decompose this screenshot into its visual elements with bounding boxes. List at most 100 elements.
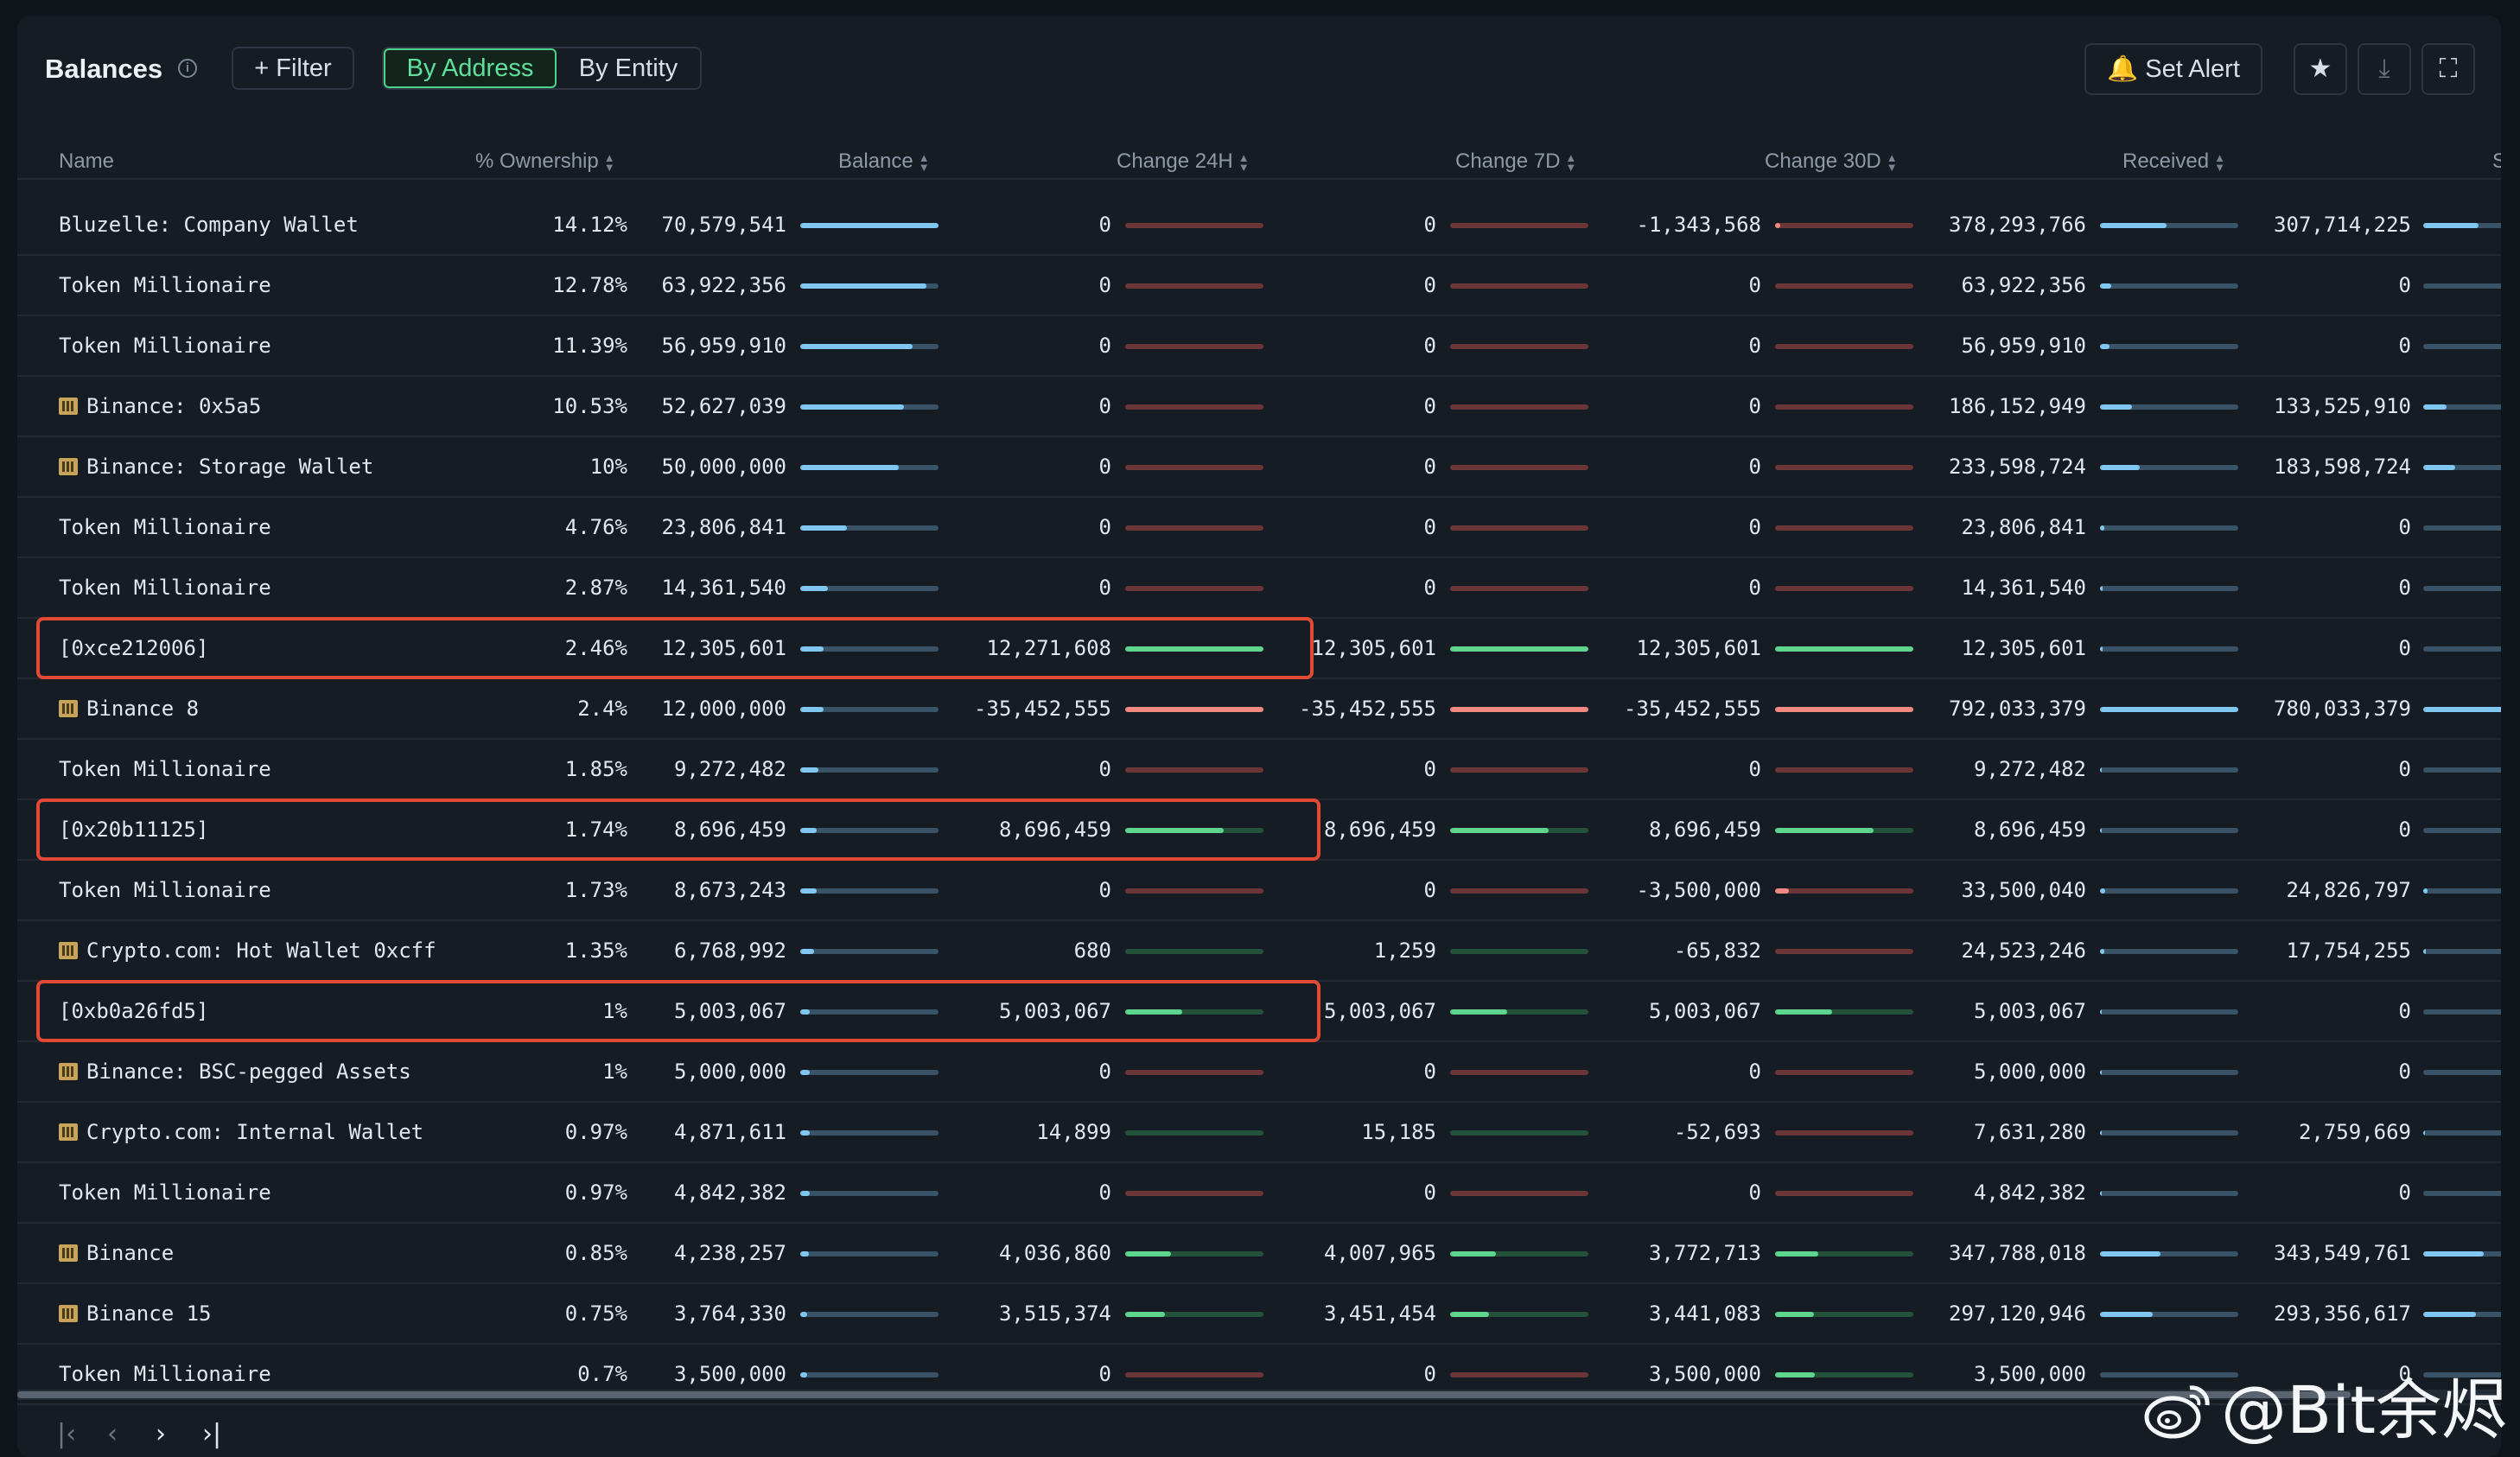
change-30d-value: 8,696,459 bbox=[1648, 818, 1761, 842]
col-sent[interactable]: S bbox=[2492, 131, 2501, 192]
balance-bar-fill bbox=[800, 1251, 809, 1257]
scrollbar-thumb[interactable] bbox=[17, 1391, 2351, 1398]
table-row[interactable]: Bluzelle: Company Wallet 14.12% 70,579,541… bbox=[17, 195, 2501, 256]
table-row[interactable]: Crypto.com: Hot Wallet 0xcff 1.35% 6,768,9… bbox=[17, 921, 2501, 982]
table-row[interactable]: Binance: 0x5a5 10.53% 52,627,039 0 0 0 186,152… bbox=[17, 377, 2501, 437]
row-name[interactable]: Binance 8 bbox=[59, 679, 199, 738]
table-row[interactable]: Binance: BSC-pegged Assets 1% 5,000,000 0 0 0… bbox=[17, 1042, 2501, 1103]
row-name[interactable]: Token Millionaire bbox=[59, 740, 271, 798]
row-name[interactable]: Bluzelle: Company Wallet bbox=[59, 195, 359, 254]
table-row[interactable]: Binance: Storage Wallet 10% 50,000,000 0 0 0 2… bbox=[17, 437, 2501, 498]
change-7d-bar bbox=[1450, 767, 1588, 773]
table-row[interactable]: Token Millionaire 12.78% 63,922,356 0 0 0 63,9… bbox=[17, 256, 2501, 316]
row-name[interactable]: Token Millionaire bbox=[59, 1345, 271, 1403]
col-balance[interactable]: Balance ▲ ▼ bbox=[838, 131, 930, 192]
next-page-icon[interactable]: › bbox=[156, 1419, 166, 1449]
change-30d-value: 0 bbox=[1748, 334, 1761, 358]
sent-bar bbox=[2423, 404, 2501, 410]
set-alert-button[interactable]: 🔔 Set Alert bbox=[2084, 43, 2262, 95]
exchange-building-icon bbox=[59, 942, 78, 959]
change-30d-bar bbox=[1775, 525, 1913, 531]
table-row[interactable]: Token Millionaire 1.85% 9,272,482 0 0 0 9,272,… bbox=[17, 740, 2501, 800]
received-value: 3,500,000 bbox=[1973, 1362, 2086, 1386]
table-row[interactable]: Token Millionaire 0.97% 4,842,382 0 0 0 4,842,… bbox=[17, 1163, 2501, 1224]
filter-button[interactable]: + Filter bbox=[232, 47, 354, 90]
table-row[interactable]: [0x20b11125] 1.74% 8,696,459 8,696,459 8,696… bbox=[17, 800, 2501, 861]
table-row[interactable]: Token Millionaire 11.39% 56,959,910 0 0 0 56,9… bbox=[17, 316, 2501, 377]
change-30d-value: -3,500,000 bbox=[1636, 878, 1762, 902]
change-30d-bar-fill bbox=[1775, 828, 1874, 833]
row-name[interactable]: [0xce212006] bbox=[59, 619, 208, 678]
by-entity-tab[interactable]: By Entity bbox=[578, 54, 678, 82]
received-bar bbox=[2100, 586, 2238, 591]
row-name[interactable]: Crypto.com: Hot Wallet 0xcff bbox=[59, 921, 436, 980]
col-received[interactable]: Received ▲ ▼ bbox=[2122, 131, 2225, 192]
panel-header: Balances i + Filter By Address By Entity… bbox=[17, 16, 2501, 126]
fullscreen-icon[interactable]: ⛶ bbox=[2421, 43, 2475, 95]
star-icon[interactable]: ★ bbox=[2294, 43, 2347, 95]
sent-bar-fill bbox=[2423, 888, 2428, 894]
change-30d-bar-fill bbox=[1775, 888, 1789, 894]
row-name[interactable]: Token Millionaire bbox=[59, 256, 271, 315]
col-change-7d[interactable]: Change 7D ▲ ▼ bbox=[1455, 131, 1576, 192]
received-value: 186,152,949 bbox=[1949, 394, 2086, 418]
table-row[interactable]: [0xce212006] 2.46% 12,305,601 12,271,608 12,… bbox=[17, 619, 2501, 679]
row-name[interactable]: [0xb0a26fd5] bbox=[59, 982, 208, 1040]
change-30d-bar bbox=[1775, 1251, 1913, 1257]
info-icon[interactable]: i bbox=[178, 59, 197, 78]
row-name[interactable]: Token Millionaire bbox=[59, 861, 271, 919]
row-name-label: [0xb0a26fd5] bbox=[59, 999, 209, 1023]
balance-bar bbox=[800, 888, 939, 894]
received-bar bbox=[2100, 1070, 2238, 1075]
table-row[interactable]: Token Millionaire 1.73% 8,673,243 0 0 -3,500,… bbox=[17, 861, 2501, 921]
by-address-tab[interactable]: By Address bbox=[384, 48, 557, 88]
row-name[interactable]: Token Millionaire bbox=[59, 558, 271, 617]
sent-bar bbox=[2423, 707, 2501, 712]
table-row[interactable]: Token Millionaire 0.7% 3,500,000 0 0 3,500,00… bbox=[17, 1345, 2501, 1405]
table-row[interactable]: [0xb0a26fd5] 1% 5,003,067 5,003,067 5,003,06… bbox=[17, 982, 2501, 1042]
balance-bar-fill bbox=[800, 949, 814, 954]
col-name[interactable]: Name bbox=[59, 131, 114, 192]
last-page-icon[interactable]: ›| bbox=[202, 1419, 222, 1449]
row-name[interactable]: Token Millionaire bbox=[59, 498, 271, 557]
change-24h-bar-fill bbox=[1125, 707, 1263, 712]
row-name[interactable]: Binance: BSC-pegged Assets bbox=[59, 1042, 411, 1101]
prev-page-icon[interactable]: ‹ bbox=[107, 1419, 118, 1449]
received-bar bbox=[2100, 767, 2238, 773]
col-balance-label: Balance bbox=[838, 150, 913, 173]
change-30d-bar-fill bbox=[1775, 1312, 1814, 1317]
row-name[interactable]: Binance bbox=[59, 1224, 174, 1282]
balance-bar-fill bbox=[800, 1070, 810, 1075]
header-divider bbox=[17, 178, 2501, 180]
row-name[interactable]: Crypto.com: Internal Wallet bbox=[59, 1103, 423, 1161]
change-30d-bar bbox=[1775, 1191, 1913, 1196]
col-change-24h[interactable]: Change 24H ▲ ▼ bbox=[1117, 131, 1250, 192]
table-row[interactable]: Binance 15 0.75% 3,764,330 3,515,374 3,451,4… bbox=[17, 1284, 2501, 1345]
col-change-30d[interactable]: Change 30D ▲ ▼ bbox=[1765, 131, 1898, 192]
first-page-icon[interactable]: |‹ bbox=[57, 1419, 77, 1449]
change-24h-bar bbox=[1125, 1312, 1263, 1317]
download-icon[interactable]: ⤓ bbox=[2358, 43, 2411, 95]
table-row[interactable]: Token Millionaire 4.76% 23,806,841 0 0 0 23,80… bbox=[17, 498, 2501, 558]
balance-bar-fill bbox=[800, 646, 824, 652]
table-row[interactable]: Token Millionaire 2.87% 14,361,540 0 0 0 14,36… bbox=[17, 558, 2501, 619]
sent-bar bbox=[2423, 828, 2501, 833]
row-name[interactable]: Token Millionaire bbox=[59, 316, 271, 375]
balance-value: 70,579,541 bbox=[661, 213, 787, 237]
row-name[interactable]: Binance: 0x5a5 bbox=[59, 377, 261, 436]
sent-bar bbox=[2423, 1191, 2501, 1196]
sent-bar bbox=[2423, 888, 2501, 894]
table-row[interactable]: Binance 0.85% 4,238,257 4,036,860 4,007,965 3… bbox=[17, 1224, 2501, 1284]
table-row[interactable]: Crypto.com: Internal Wallet 0.97% 4,871,61… bbox=[17, 1103, 2501, 1163]
row-name[interactable]: [0x20b11125] bbox=[59, 800, 208, 859]
change-24h-bar bbox=[1125, 1130, 1263, 1136]
balance-bar-fill bbox=[800, 404, 904, 410]
change-30d-bar bbox=[1775, 586, 1913, 591]
row-name[interactable]: Token Millionaire bbox=[59, 1163, 271, 1222]
row-name[interactable]: Binance: Storage Wallet bbox=[59, 437, 373, 496]
table-row[interactable]: Binance 8 2.4% 12,000,000 -35,452,555 -35,45… bbox=[17, 679, 2501, 740]
row-name[interactable]: Binance 15 bbox=[59, 1284, 212, 1343]
change-7d-bar bbox=[1450, 586, 1588, 591]
col-ownership[interactable]: % Ownership ▲ ▼ bbox=[475, 131, 615, 192]
col-sent-label: S bbox=[2492, 150, 2501, 173]
